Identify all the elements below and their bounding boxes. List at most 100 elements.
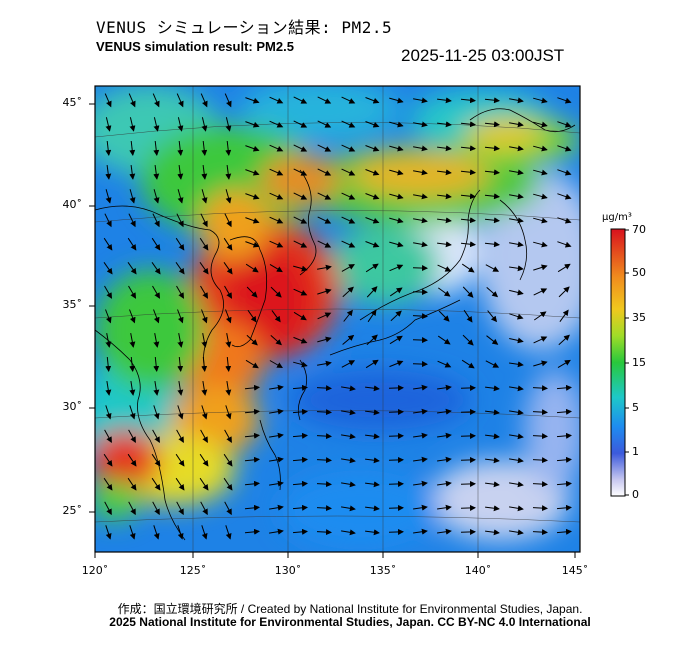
wind-arrow bbox=[365, 359, 379, 369]
wind-arrow bbox=[177, 405, 184, 420]
wind-arrow bbox=[225, 356, 232, 372]
concentration-field bbox=[95, 86, 580, 552]
wind-arrow bbox=[224, 285, 233, 299]
wind-arrow bbox=[269, 432, 284, 439]
wind-arrow bbox=[129, 140, 136, 156]
wind-arrow bbox=[317, 336, 332, 343]
wind-arrow bbox=[316, 433, 332, 440]
wind-arrow bbox=[245, 241, 260, 248]
wind-arrow bbox=[509, 337, 524, 344]
wind-arrow bbox=[533, 264, 548, 271]
wind-arrow bbox=[292, 408, 308, 415]
wind-arrow bbox=[176, 501, 184, 516]
wind-arrow bbox=[200, 93, 208, 108]
colorbar-unit: μg/m³ bbox=[602, 212, 632, 223]
wind-arrow bbox=[341, 457, 356, 464]
wind-arrow bbox=[316, 505, 332, 512]
wind-arrow bbox=[557, 97, 572, 104]
wind-arrow bbox=[223, 453, 233, 467]
wind-arrow bbox=[486, 287, 499, 298]
wind-arrow bbox=[365, 457, 380, 464]
wind-arrow bbox=[509, 433, 524, 440]
wind-arrow bbox=[270, 286, 282, 298]
page-title: VENUS シミュレーション結果: PM2.5 bbox=[96, 18, 393, 37]
wind-arrow bbox=[105, 140, 112, 156]
wind-arrow bbox=[201, 140, 208, 156]
wind-arrow bbox=[413, 121, 428, 128]
wind-arrow bbox=[225, 405, 232, 420]
wind-arrow bbox=[269, 144, 284, 152]
wind-arrow bbox=[317, 288, 332, 295]
wind-arrow bbox=[509, 313, 524, 320]
wind-arrow bbox=[317, 216, 332, 224]
wind-arrow bbox=[365, 505, 380, 512]
wind-arrow bbox=[128, 93, 136, 108]
wind-arrow bbox=[341, 505, 356, 512]
wind-arrow bbox=[246, 286, 258, 298]
wind-arrow bbox=[413, 528, 428, 535]
wind-arrow bbox=[532, 481, 548, 488]
wind-arrow bbox=[365, 145, 380, 152]
wind-arrow bbox=[533, 97, 548, 104]
wind-arrow bbox=[293, 265, 308, 272]
wind-arrow bbox=[557, 145, 572, 152]
wind-arrow bbox=[341, 144, 356, 152]
wind-arrow bbox=[103, 477, 113, 491]
wind-arrow bbox=[269, 360, 283, 368]
wind-arrow bbox=[533, 336, 548, 344]
wind-arrow bbox=[437, 335, 451, 345]
wind-arrow bbox=[317, 360, 332, 367]
credit-line: 作成：国立環境研究所 / Created by National Institu… bbox=[117, 602, 583, 616]
wind-arrow bbox=[293, 288, 308, 296]
wind-arrow bbox=[201, 333, 208, 348]
wind-arrow bbox=[534, 311, 547, 321]
lat-label-40: 40˚ bbox=[62, 198, 83, 211]
wind-arrow bbox=[176, 285, 185, 299]
colorbar-ticks bbox=[625, 229, 629, 496]
wind-arrow bbox=[484, 121, 500, 128]
wind-arrow bbox=[484, 241, 500, 248]
wind-arrow bbox=[128, 501, 136, 516]
wind-arrow bbox=[177, 381, 184, 396]
wind-arrow bbox=[269, 384, 284, 391]
wind-arrow bbox=[269, 408, 284, 415]
wind-arrow bbox=[269, 120, 284, 128]
wind-arrow bbox=[223, 477, 233, 491]
wind-arrow bbox=[153, 356, 160, 372]
wind-arrow bbox=[365, 409, 380, 416]
wind-arrow bbox=[225, 140, 232, 156]
wind-arrow bbox=[342, 286, 354, 298]
wind-arrow bbox=[245, 359, 259, 369]
wind-arrow bbox=[484, 97, 500, 104]
wind-arrow bbox=[437, 121, 452, 128]
lat-label-45: 45˚ bbox=[62, 96, 83, 109]
wind-arrow bbox=[317, 144, 332, 152]
wind-arrow bbox=[201, 381, 208, 396]
wind-arrow bbox=[365, 217, 380, 224]
wind-arrow bbox=[413, 432, 428, 439]
colorbar-label-1: 1 bbox=[632, 445, 639, 458]
wind-arrow bbox=[105, 309, 112, 324]
wind-arrow bbox=[200, 429, 208, 443]
wind-arrow bbox=[176, 213, 184, 228]
wind-arrow bbox=[105, 525, 112, 540]
wind-arrow bbox=[484, 193, 500, 200]
lon-label-140: 140˚ bbox=[464, 564, 492, 577]
wind-arrow bbox=[244, 384, 260, 391]
wind-arrow bbox=[413, 384, 428, 391]
wind-arrow bbox=[365, 193, 380, 200]
wind-arrow bbox=[509, 193, 524, 200]
wind-arrow bbox=[244, 456, 260, 463]
wind-arrow bbox=[153, 333, 160, 348]
wind-arrow bbox=[200, 501, 208, 516]
wind-arrow bbox=[200, 213, 208, 228]
wind-arrow bbox=[225, 117, 232, 132]
lon-label-135: 135˚ bbox=[369, 564, 397, 577]
wind-arrow bbox=[224, 429, 232, 443]
wind-arrow bbox=[437, 217, 452, 224]
wind-arrow bbox=[463, 309, 473, 323]
axis-ticks bbox=[89, 103, 576, 558]
wind-arrow bbox=[292, 432, 308, 439]
wind-arrow bbox=[556, 456, 572, 463]
